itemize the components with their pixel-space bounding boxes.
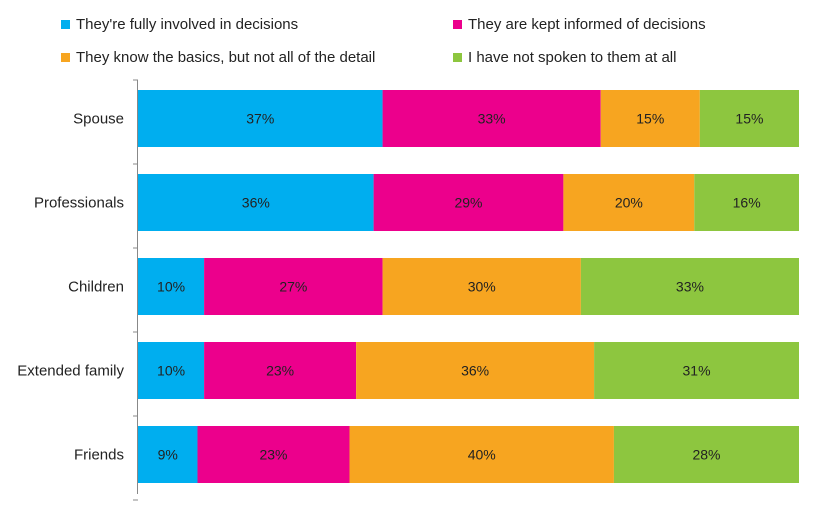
legend-item-kept-informed: They are kept informed of decisions (453, 16, 706, 33)
bar-spouse-series-1 (138, 90, 383, 147)
legend-label-know-basics: They know the basics, but not all of the… (76, 49, 376, 66)
data-label-children-series-2: 27% (279, 279, 307, 295)
legend-item-know-basics: They know the basics, but not all of the… (61, 49, 375, 66)
legend-swatch-fully-involved (61, 20, 70, 29)
legend-swatch-not-spoken (453, 53, 462, 62)
legend-item-not-spoken: I have not spoken to them at all (453, 49, 676, 66)
bar-professionals-series-3 (563, 174, 695, 231)
bar-professionals-series-2 (373, 174, 564, 231)
data-label-friends-series-3: 40% (468, 447, 496, 463)
bar-professionals-series-4 (694, 174, 799, 231)
bar-children-series-1 (138, 258, 205, 315)
bar-extended-family-series-1 (138, 342, 205, 399)
category-label-spouse: Spouse (73, 111, 124, 128)
data-label-children-series-3: 30% (468, 279, 496, 295)
data-label-professionals-series-2: 29% (454, 195, 482, 211)
data-label-extended-family-series-2: 23% (266, 363, 294, 379)
data-label-friends-series-1: 9% (158, 447, 178, 463)
bar-friends-series-4 (613, 426, 799, 483)
data-label-friends-series-4: 28% (692, 447, 720, 463)
category-label-professionals: Professionals (34, 195, 124, 212)
data-label-children-series-1: 10% (157, 279, 185, 295)
data-label-professionals-series-3: 20% (615, 195, 643, 211)
bar-children-series-3 (382, 258, 581, 315)
data-label-extended-family-series-4: 31% (683, 363, 711, 379)
data-label-extended-family-series-1: 10% (157, 363, 185, 379)
legend-label-kept-informed: They are kept informed of decisions (468, 16, 706, 33)
bar-spouse-series-4 (699, 90, 799, 147)
category-label-friends: Friends (74, 447, 124, 464)
data-label-professionals-series-1: 36% (242, 195, 270, 211)
category-label-children: Children (68, 279, 124, 296)
data-label-extended-family-series-3: 36% (461, 363, 489, 379)
legend-swatch-know-basics (61, 53, 70, 62)
category-label-extended-family: Extended family (17, 363, 124, 380)
data-label-friends-series-2: 23% (259, 447, 287, 463)
bar-extended-family-series-4 (594, 342, 799, 399)
legend-item-fully-involved: They're fully involved in decisions (61, 16, 298, 33)
legend-swatch-kept-informed (453, 20, 462, 29)
bar-friends-series-3 (349, 426, 614, 483)
data-label-spouse-series-2: 33% (478, 111, 506, 127)
legend-label-fully-involved: They're fully involved in decisions (76, 16, 299, 33)
bar-spouse-series-3 (600, 90, 700, 147)
bar-friends-series-2 (197, 426, 350, 483)
data-label-spouse-series-1: 37% (246, 111, 274, 127)
bar-spouse-series-2 (382, 90, 601, 147)
data-label-spouse-series-4: 15% (735, 111, 763, 127)
bar-children-series-4 (580, 258, 799, 315)
bar-professionals-series-1 (138, 174, 374, 231)
data-label-children-series-4: 33% (676, 279, 704, 295)
data-label-spouse-series-3: 15% (636, 111, 664, 127)
bar-extended-family-series-2 (204, 342, 357, 399)
legend-label-not-spoken: I have not spoken to them at all (468, 49, 677, 66)
data-label-professionals-series-4: 16% (733, 195, 761, 211)
bar-children-series-2 (204, 258, 383, 315)
bar-friends-series-1 (138, 426, 198, 483)
legend: They're fully involved in decisions They… (0, 0, 815, 80)
bar-extended-family-series-3 (356, 342, 595, 399)
